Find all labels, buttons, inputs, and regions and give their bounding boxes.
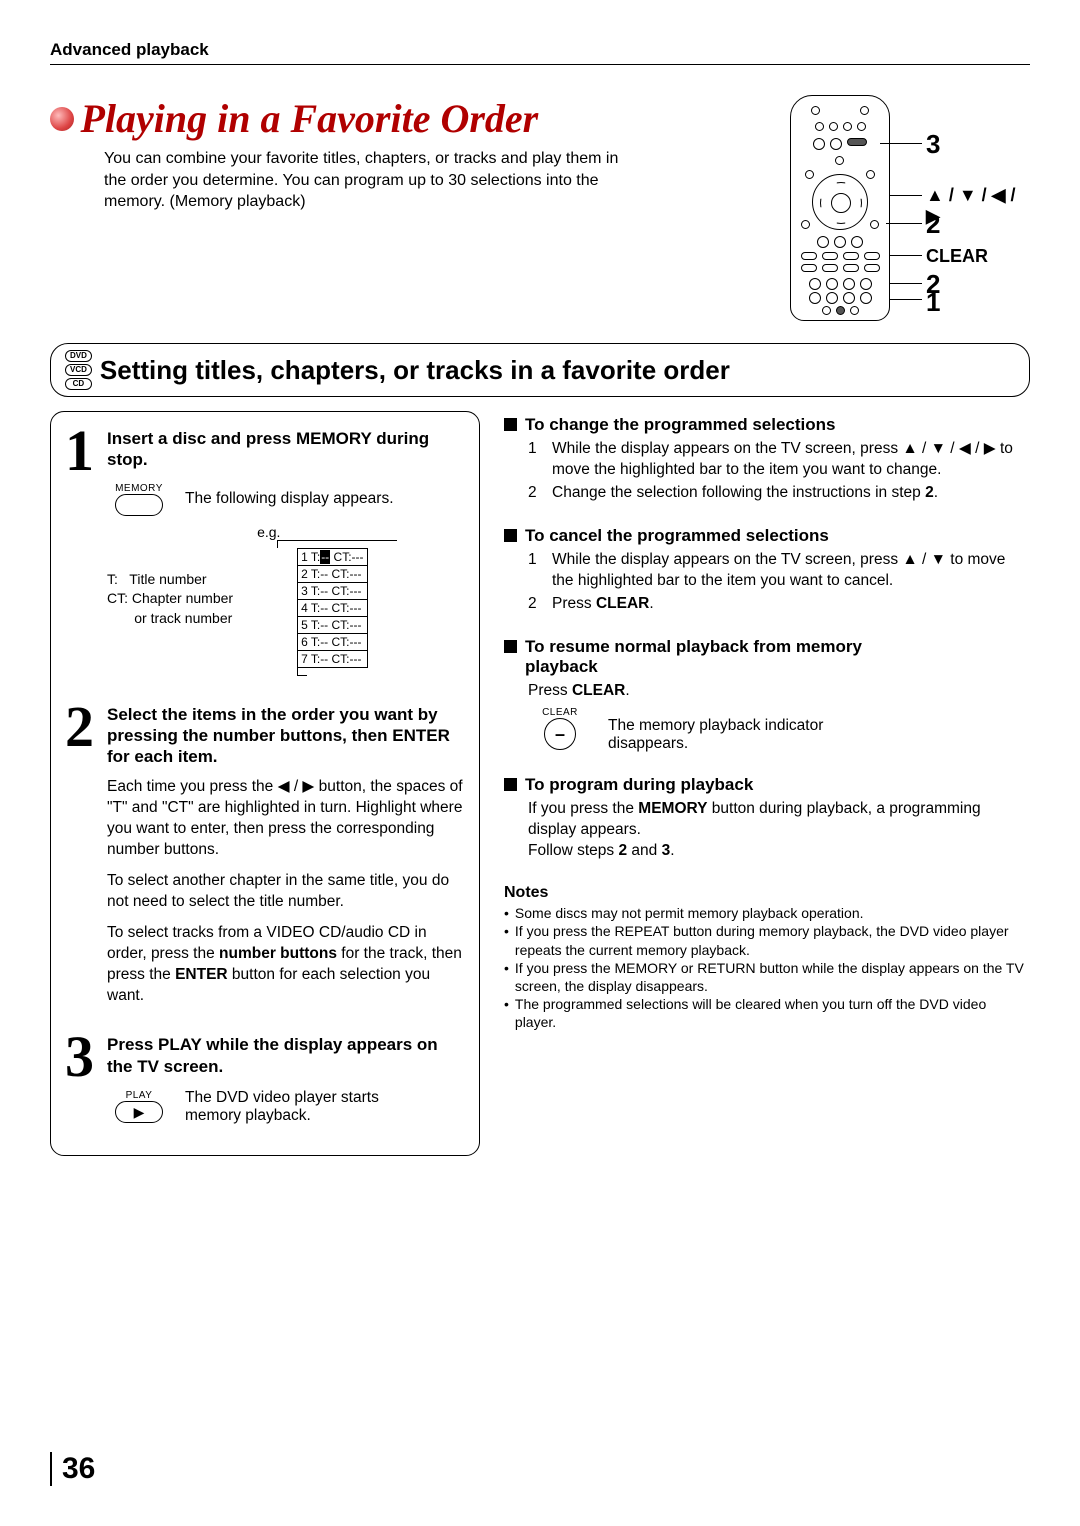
clear-button-icon: CLEAR – [528, 707, 592, 750]
step-1-number: 1 [65, 428, 107, 676]
step-2-p3: To select tracks from a VIDEO CD/audio C… [107, 923, 465, 1007]
step-1-caption: The following display appears. [185, 490, 394, 508]
badge-vcd: VCD [65, 364, 92, 376]
legend-t: T: Title number [107, 570, 233, 590]
step-3-title: Press PLAY while the display appears on … [107, 1034, 465, 1077]
page-number: 36 [50, 1452, 95, 1486]
notes-list: •Some discs may not permit memory playba… [504, 904, 1030, 1031]
step-2-number: 2 [65, 704, 107, 1007]
step-1-title: Insert a disc and press MEMORY during st… [107, 428, 465, 471]
title-bullet-icon [50, 107, 74, 131]
step-2-p2: To select another chapter in the same ti… [107, 871, 465, 913]
resume-heading: To resume normal playback from memorypla… [525, 637, 862, 677]
program-p2: Follow steps 2 and 3. [528, 841, 1030, 862]
resume-caption: The memory playback indicator disappears… [608, 717, 868, 753]
notes-heading: Notes [504, 884, 1030, 902]
cancel-item-1: While the display appears on the TV scre… [552, 550, 1030, 592]
badge-dvd: DVD [65, 350, 92, 362]
section-header: Advanced playback [50, 40, 1030, 65]
legend-ct2: or track number [107, 609, 233, 629]
section-heading: Setting titles, chapters, or tracks in a… [100, 355, 730, 386]
cancel-heading: To cancel the programmed selections [525, 526, 829, 546]
title-description: You can combine your favorite titles, ch… [104, 148, 624, 213]
callout-3: 3 [926, 129, 940, 160]
program-heading: To program during playback [525, 775, 753, 795]
step-2-title: Select the items in the order you want b… [107, 704, 465, 768]
play-button-icon: PLAY ▶ [107, 1090, 171, 1123]
steps-panel: 1 Insert a disc and press MEMORY during … [50, 411, 480, 1156]
callout-1: 1 [926, 287, 940, 318]
badge-cd: CD [65, 378, 92, 390]
step-3-number: 3 [65, 1034, 107, 1125]
step-2-p1: Each time you press the ◀ / ▶ button, th… [107, 777, 465, 861]
cancel-item-2: Press CLEAR. [552, 594, 654, 615]
callout-arrows: ▲ / ▼ / ◀ / ▶ [926, 185, 1030, 227]
media-badges: DVD VCD CD [65, 350, 92, 390]
eg-label: e.g. [257, 524, 397, 540]
program-p1: If you press the MEMORY button during pl… [528, 799, 1030, 841]
callout-2a: 2 [926, 209, 940, 240]
change-heading: To change the programmed selections [525, 415, 835, 435]
step-3-caption: The DVD video player starts memory playb… [185, 1089, 425, 1125]
resume-text: Press CLEAR. [528, 682, 630, 699]
change-item-1: While the display appears on the TV scre… [552, 439, 1030, 481]
page-title: Playing in a Favorite Order [80, 96, 538, 141]
remote-diagram: 3 ▲ / ▼ / ◀ / ▶ 2 CLEAR 2 1 [730, 95, 1030, 325]
legend-ct: CT: Chapter number [107, 589, 233, 609]
callout-clear: CLEAR [926, 246, 988, 267]
change-item-2: Change the selection following the instr… [552, 483, 938, 504]
memory-display-table: 1 T:-- CT:--- 2 T:-- CT:--- 3 T:-- CT:--… [297, 548, 367, 668]
memory-button-icon: MEMORY [107, 483, 171, 516]
